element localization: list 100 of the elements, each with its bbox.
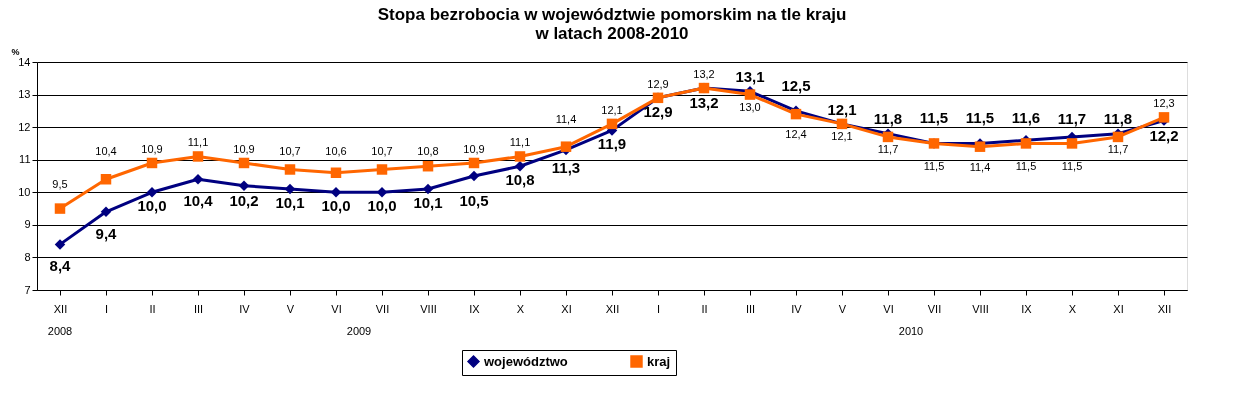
x-tick-label: XII	[53, 302, 68, 315]
data-label: 10,0	[137, 197, 167, 215]
y-tick-label: 7	[24, 283, 31, 296]
x-tick-label: I	[656, 302, 661, 315]
data-label: 11,1	[187, 136, 209, 149]
data-label: 12,9	[647, 77, 669, 90]
point	[882, 131, 894, 143]
text: 2010	[898, 325, 924, 337]
data-label: 13,1	[735, 68, 765, 86]
data-label: 11,9	[597, 135, 627, 153]
data-label: 10,7	[279, 145, 301, 158]
point	[238, 157, 250, 169]
point	[376, 187, 388, 198]
data-label: 11,6	[1011, 109, 1041, 127]
text: 2008	[47, 325, 73, 337]
data-label: 8,4	[49, 257, 72, 275]
data-label: 11,8	[1103, 109, 1133, 127]
point	[100, 174, 112, 185]
x-tick-label: IV	[791, 302, 803, 315]
x-tick-label: V	[286, 302, 295, 315]
x-tick-label: XII	[605, 302, 620, 315]
data-label: 10,1	[275, 194, 305, 212]
data-label: 11,4	[969, 160, 991, 173]
data-label: 9,4	[95, 224, 118, 242]
point	[422, 183, 434, 195]
x-tick-label: VIII	[972, 302, 989, 315]
data-label: 10,5	[459, 192, 489, 209]
data-label: 12,4	[785, 128, 807, 141]
data-label: 10,6	[325, 144, 347, 157]
text: 2009	[346, 325, 372, 337]
data-label: 10,8	[505, 171, 535, 189]
data-label: 11,3	[551, 158, 581, 176]
point	[468, 170, 480, 182]
point	[54, 239, 66, 250]
point	[330, 187, 342, 198]
x-tick-label: III	[193, 302, 204, 315]
data-label: 13,0	[739, 100, 761, 113]
data-label: 12,2	[1149, 126, 1179, 144]
data-label: 11,1	[509, 136, 531, 149]
data-label: 10,0	[367, 197, 397, 215]
point	[1112, 131, 1124, 143]
data-label: 10,9	[463, 142, 485, 155]
point	[284, 164, 296, 175]
point	[100, 206, 112, 218]
point	[284, 183, 296, 195]
data-label: 12,9	[643, 102, 673, 120]
data-label: 11,7	[1107, 142, 1129, 155]
data-label: 13,2	[693, 68, 715, 81]
data-label: 11,5	[1015, 160, 1037, 173]
point	[238, 180, 250, 192]
x-tick-label: I	[104, 302, 109, 315]
data-label: 11,7	[1057, 109, 1087, 127]
data-label: 11,5	[965, 109, 995, 127]
x-tick-label: VII	[375, 302, 390, 315]
point	[192, 151, 204, 162]
data-label: 10,4	[183, 192, 214, 210]
data-label: 12,3	[1153, 97, 1175, 110]
point	[606, 118, 618, 130]
point	[422, 160, 434, 172]
x-tick-label: XI	[1113, 302, 1124, 315]
y-tick-label: 12	[18, 120, 31, 133]
data-label: 9,5	[52, 177, 68, 190]
data-label: 12,5	[781, 76, 811, 94]
data-label: 10,8	[417, 145, 439, 158]
x-tick-label: V	[838, 302, 847, 315]
data-label: 10,2	[229, 191, 259, 209]
x-tick-label: IX	[469, 302, 481, 315]
x-tick-label: VIII	[420, 302, 437, 315]
data-label: 11,7	[877, 142, 899, 155]
point	[468, 157, 480, 169]
y-tick-label: 10	[18, 185, 31, 198]
data-label: 11,4	[555, 112, 577, 125]
data-label: 13,2	[689, 94, 719, 112]
x-tick-label: VI	[883, 302, 894, 315]
y-tick-label: 9	[24, 218, 31, 231]
chart-title: Stopa bezrobocia w województwie pomorskim na tle kraju w latach 2008-2010	[377, 5, 847, 43]
point	[376, 164, 388, 175]
data-label: 11,5	[923, 160, 945, 173]
point	[514, 160, 526, 172]
point	[560, 141, 572, 152]
x-tick-label: XII	[1157, 302, 1172, 315]
x-tick-label: X	[516, 302, 525, 315]
y-tick-label: 11	[19, 153, 31, 166]
x-tick-label: II	[149, 302, 156, 315]
data-label: 12,1	[827, 100, 857, 118]
point	[146, 187, 158, 198]
point	[1020, 138, 1032, 149]
y-tick-label: 14	[18, 55, 31, 68]
data-label: 11,8	[873, 109, 903, 127]
data-label: 12,1	[601, 103, 623, 116]
data-label: 10,7	[371, 145, 393, 158]
point	[1066, 138, 1078, 149]
legend-label: kraj	[647, 353, 671, 369]
data-label: 10,9	[141, 142, 163, 155]
data-label: 10,9	[233, 142, 255, 155]
data-label: 11,5	[919, 109, 949, 127]
y-tick-label: 8	[24, 250, 31, 263]
legend-label: województwo	[483, 353, 568, 369]
data-label: 10,1	[413, 194, 443, 212]
data-label: 10,4	[95, 145, 117, 158]
